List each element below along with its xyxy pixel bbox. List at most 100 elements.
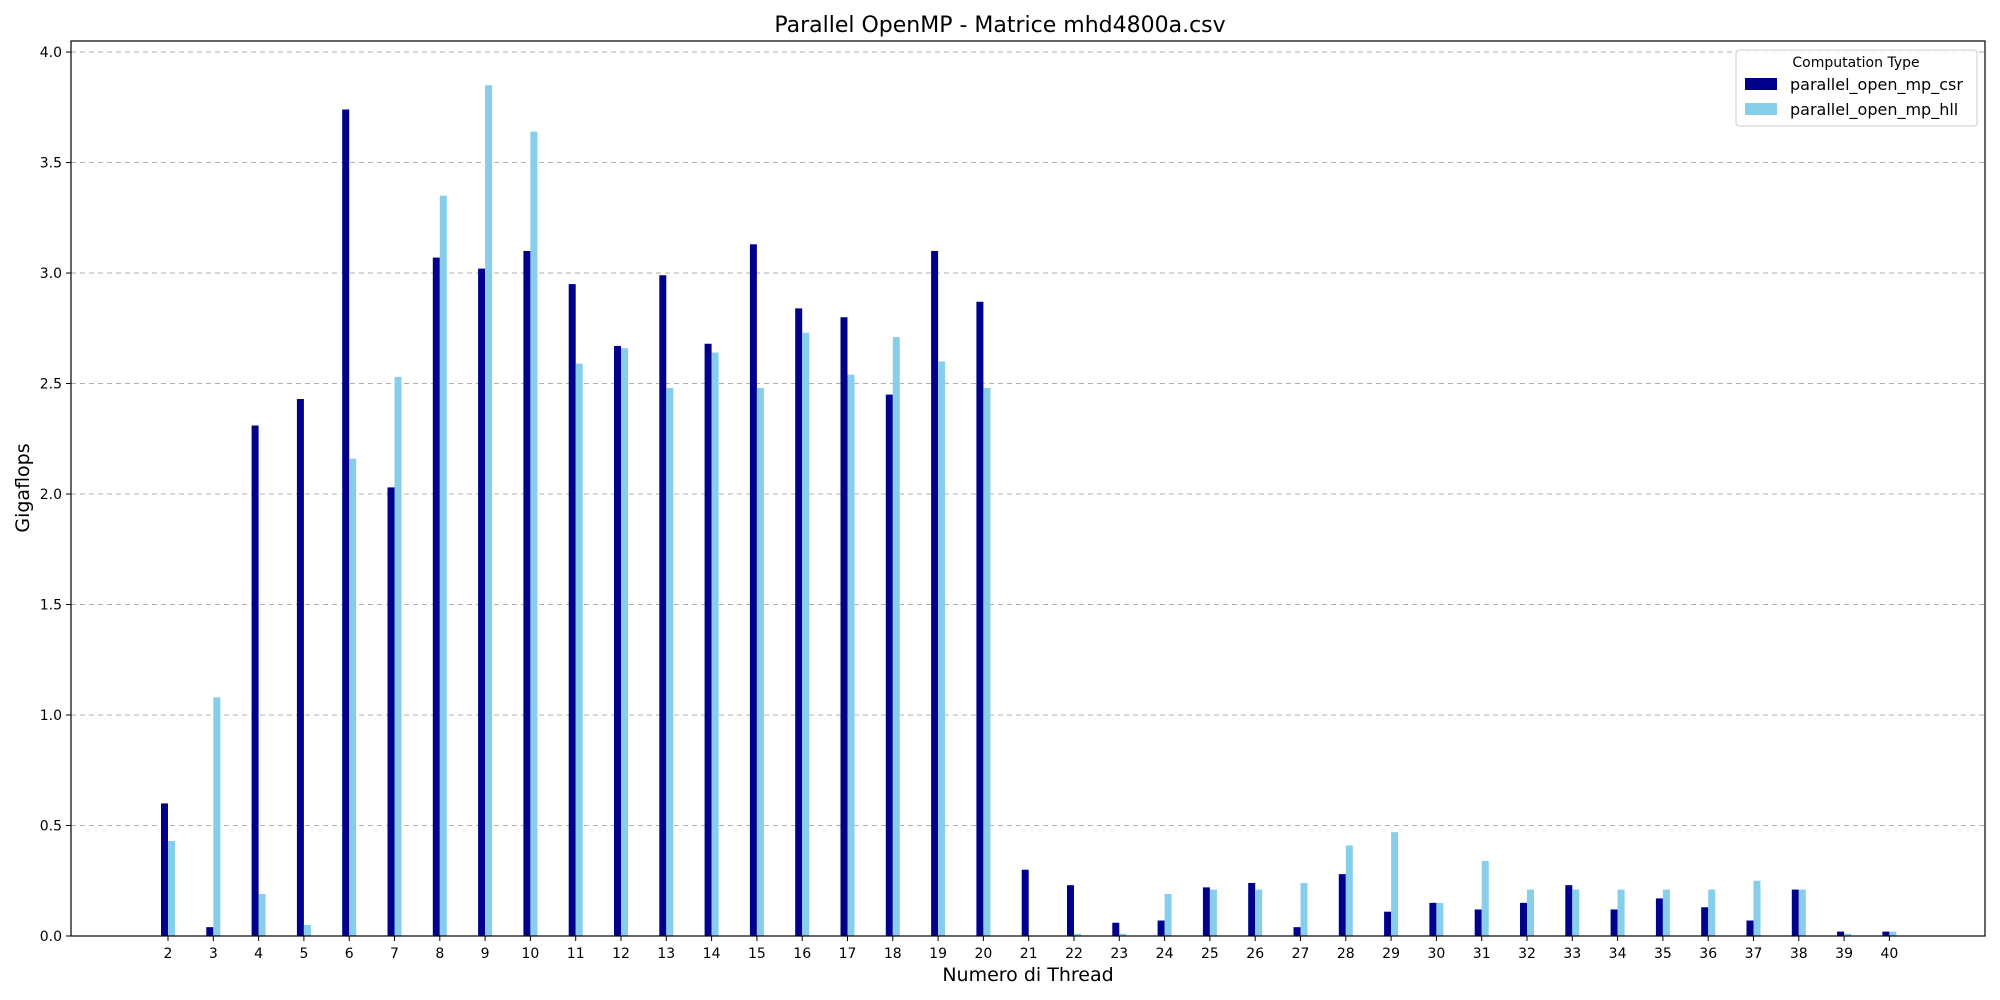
bar-parallel_open_mp_hll-37 xyxy=(1753,880,1761,936)
bar-parallel_open_mp_csr-9 xyxy=(478,268,486,936)
bar-parallel_open_mp_hll-11 xyxy=(575,363,583,936)
bar-parallel_open_mp_hll-26 xyxy=(1255,889,1263,936)
x-axis-label: Numero di Thread xyxy=(942,964,1113,986)
x-tick-label: 28 xyxy=(1337,946,1355,962)
x-tick-label: 12 xyxy=(612,946,630,962)
x-tick-label: 13 xyxy=(657,946,675,962)
bar-parallel_open_mp_hll-4 xyxy=(258,894,266,936)
bar-parallel_open_mp_csr-12 xyxy=(614,345,621,936)
x-tick-label: 18 xyxy=(884,946,902,962)
x-tick-label: 3 xyxy=(209,946,218,962)
bar-parallel_open_mp_hll-16 xyxy=(802,332,810,936)
bar-parallel_open_mp_csr-8 xyxy=(432,257,440,937)
bar-parallel_open_mp_csr-35 xyxy=(1655,898,1663,936)
bar-parallel_open_mp_csr-21 xyxy=(1021,869,1029,936)
bar-parallel_open_mp_hll-32 xyxy=(1527,889,1534,936)
bar-parallel_open_mp_hll-13 xyxy=(666,387,674,936)
x-tick-label: 37 xyxy=(1745,946,1763,962)
bar-parallel_open_mp_csr-29 xyxy=(1384,911,1392,936)
x-tick-label: 14 xyxy=(703,946,721,962)
bar-parallel_open_mp_hll-7 xyxy=(394,376,402,936)
x-tick-label: 31 xyxy=(1473,946,1491,962)
x-tick-label: 23 xyxy=(1110,946,1128,962)
bar-parallel_open_mp_csr-5 xyxy=(296,399,304,936)
y-tick-label: 2.5 xyxy=(40,377,62,393)
bar-parallel_open_mp_csr-38 xyxy=(1791,889,1799,936)
bar-parallel_open_mp_csr-28 xyxy=(1338,874,1346,936)
bar-parallel_open_mp_hll-20 xyxy=(983,387,991,936)
gridlines xyxy=(71,51,1985,827)
bar-parallel_open_mp_hll-40 xyxy=(1889,931,1897,936)
x-tick-label: 27 xyxy=(1292,946,1310,962)
x-tick-label: 8 xyxy=(435,946,444,962)
bar-parallel_open_mp_hll-2 xyxy=(168,840,175,936)
bar-parallel_open_mp_csr-14 xyxy=(704,343,712,937)
bar-parallel_open_mp_csr-26 xyxy=(1248,882,1256,936)
bar-parallel_open_mp_csr-22 xyxy=(1067,885,1074,936)
x-tick-label: 35 xyxy=(1654,946,1672,962)
y-tick-label: 1.5 xyxy=(40,598,62,614)
bar-parallel_open_mp_csr-20 xyxy=(976,301,984,936)
x-tick-label: 24 xyxy=(1156,946,1174,962)
bar-parallel_open_mp_hll-3 xyxy=(213,697,221,936)
bar-parallel_open_mp_hll-18 xyxy=(892,337,900,937)
bar-parallel_open_mp_csr-39 xyxy=(1837,931,1845,936)
bar-parallel_open_mp_csr-3 xyxy=(206,927,214,936)
x-tick-label: 40 xyxy=(1880,946,1898,962)
x-tick-label: 20 xyxy=(974,946,992,962)
legend-label-hll: parallel_open_mp_hll xyxy=(1790,100,1958,120)
bar-parallel_open_mp_csr-4 xyxy=(251,425,259,936)
x-tick-label: 30 xyxy=(1427,946,1445,962)
y-tick-label: 4.0 xyxy=(40,45,62,61)
x-tick-label: 22 xyxy=(1065,946,1083,962)
bar-parallel_open_mp_csr-11 xyxy=(568,284,576,936)
bar-parallel_open_mp_csr-33 xyxy=(1565,885,1573,936)
y-tick-label: 0.5 xyxy=(40,819,62,835)
bar-parallel_open_mp_hll-10 xyxy=(530,131,538,937)
bar-parallel_open_mp_csr-30 xyxy=(1429,902,1437,936)
bar-parallel_open_mp_csr-19 xyxy=(931,250,939,936)
y-tick-label: 2.0 xyxy=(40,487,62,503)
bars xyxy=(161,85,1897,937)
x-tick-label: 4 xyxy=(254,946,263,962)
bar-parallel_open_mp_csr-16 xyxy=(795,308,803,937)
bar-parallel_open_mp_hll-24 xyxy=(1164,894,1172,936)
bar-parallel_open_mp_hll-9 xyxy=(485,85,493,937)
bar-parallel_open_mp_hll-17 xyxy=(847,374,855,936)
bar-parallel_open_mp_csr-31 xyxy=(1474,909,1482,936)
bar-parallel_open_mp_csr-37 xyxy=(1746,920,1754,936)
bar-parallel_open_mp_csr-10 xyxy=(523,250,531,936)
bar-parallel_open_mp_hll-35 xyxy=(1662,889,1670,936)
bar-parallel_open_mp_hll-14 xyxy=(711,352,719,936)
legend-label-csr: parallel_open_mp_csr xyxy=(1790,75,1963,95)
x-tick-label: 2 xyxy=(164,946,173,962)
bar-parallel_open_mp_csr-40 xyxy=(1882,931,1890,936)
y-tick-label: 3.5 xyxy=(40,156,62,172)
y-axis: 0.0 0.5 1.0 1.5 2.0 2.5 3.0 3.5 4.0 xyxy=(40,45,71,945)
x-tick-label: 11 xyxy=(567,946,585,962)
chart-title: Parallel OpenMP - Matrice mhd4800a.csv xyxy=(774,13,1225,38)
x-tick-label: 17 xyxy=(839,946,857,962)
x-tick-label: 33 xyxy=(1563,946,1581,962)
x-tick-label: 9 xyxy=(481,946,490,962)
bar-parallel_open_mp_csr-18 xyxy=(885,394,893,936)
x-tick-label: 38 xyxy=(1790,946,1808,962)
bar-parallel_open_mp_hll-12 xyxy=(621,348,628,936)
x-tick-label: 10 xyxy=(521,946,539,962)
x-tick-label: 29 xyxy=(1382,946,1400,962)
bar-parallel_open_mp_hll-34 xyxy=(1617,889,1625,936)
bar-parallel_open_mp_csr-6 xyxy=(342,109,350,937)
x-tick-label: 15 xyxy=(748,946,766,962)
y-tick-label: 1.0 xyxy=(40,708,62,724)
legend-title: Computation Type xyxy=(1792,55,1919,71)
bar-parallel_open_mp_csr-24 xyxy=(1157,920,1165,936)
legend-swatch-csr xyxy=(1745,78,1777,90)
legend-box xyxy=(1735,49,1978,127)
x-tick-label: 32 xyxy=(1518,946,1536,962)
y-tick-label: 3.0 xyxy=(40,266,62,282)
x-tick-label: 5 xyxy=(299,946,308,962)
x-tick-label: 19 xyxy=(929,946,947,962)
x-tick-label: 16 xyxy=(793,946,811,962)
x-tick-label: 21 xyxy=(1020,946,1038,962)
